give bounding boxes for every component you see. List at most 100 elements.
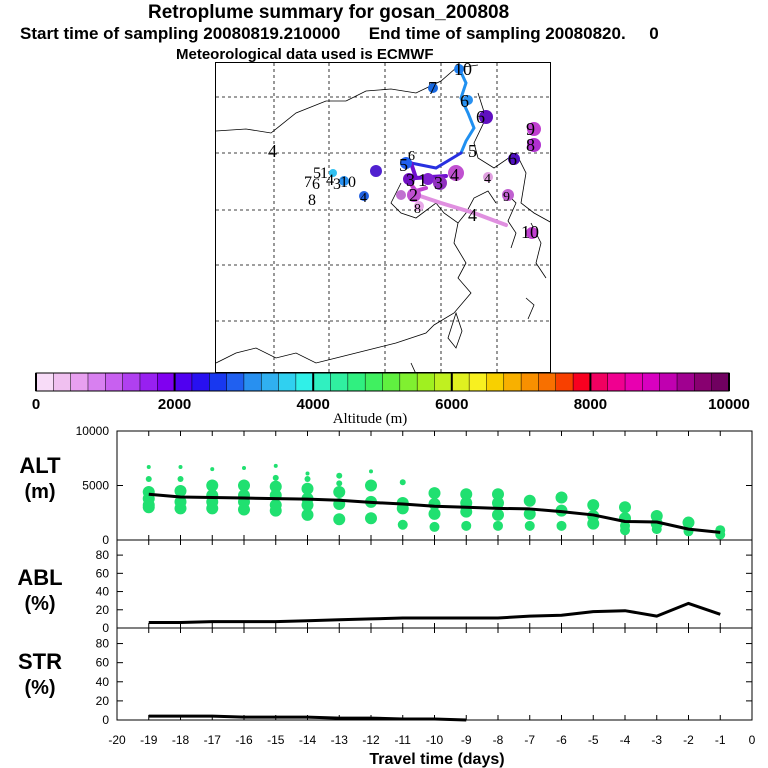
scatter-point	[301, 508, 314, 521]
start-time: Start time of sampling 20080819.210000	[20, 24, 341, 43]
map-label: 10	[340, 174, 356, 191]
abl-series-line	[148, 601, 721, 625]
map-label: 3	[406, 170, 415, 190]
colorbar-swatch	[312, 372, 332, 392]
x-tick-label: -19	[140, 733, 158, 747]
map-label: 6	[508, 149, 517, 169]
map-label: 2	[409, 185, 418, 205]
y-tick-label: 40	[96, 585, 110, 599]
scatter-point	[492, 508, 504, 521]
panel-abl: 0 20 40 60 80 ABL (%)	[17, 539, 753, 635]
scatter-point	[493, 520, 503, 531]
map-marker	[428, 83, 438, 93]
trajectory-map: 10 7 6 6 5 9 8 6 4 5 6 3 1 2 3 4 8 4 4 9…	[215, 62, 551, 373]
scatter-point	[206, 502, 219, 515]
scatter-point	[210, 467, 215, 472]
colorbar-tick-label: 6000	[435, 396, 468, 413]
map-marker	[403, 173, 415, 185]
colorbar-swatch	[486, 372, 505, 392]
scatter-point	[174, 484, 187, 497]
colorbar-swatch	[694, 372, 713, 392]
map-label: 8	[414, 202, 421, 217]
x-tick-label: -8	[493, 733, 504, 747]
map-marker	[396, 190, 406, 200]
colorbar-swatch	[174, 372, 193, 392]
colorbar-swatch	[642, 372, 661, 392]
colorbar-swatch	[555, 372, 574, 392]
scatter-point	[492, 488, 504, 501]
scatter-point	[492, 496, 504, 509]
scatter-point	[269, 480, 282, 493]
colorbar-swatch	[53, 372, 72, 392]
scatter-point	[428, 507, 441, 520]
y-tick-label: 40	[96, 675, 110, 689]
colorbar-swatch	[416, 372, 436, 392]
y-tick-label: 80	[96, 637, 110, 651]
colorbar-swatch	[451, 372, 470, 392]
colorbar-tick-label: 2000	[158, 396, 191, 413]
colorbar-swatch	[260, 372, 280, 392]
colorbar-tick-label: 8000	[574, 396, 607, 413]
scatter-point	[238, 479, 250, 492]
map-label: 4	[484, 172, 491, 187]
y-tick-label: 80	[96, 548, 110, 562]
scatter-point	[301, 482, 314, 495]
panel-unit: (m)	[24, 481, 55, 503]
panel-label: STR	[18, 649, 62, 674]
x-tick-label: -5	[588, 733, 599, 747]
map-label: 3	[333, 176, 341, 193]
x-tick-label: -14	[299, 733, 317, 747]
scatter-point	[587, 517, 600, 530]
map-marker	[414, 201, 424, 211]
map-marker	[527, 122, 541, 136]
scatter-point	[333, 486, 346, 499]
colorbar-swatch	[330, 372, 349, 392]
scatter-point	[397, 519, 408, 530]
alt-series-line	[148, 492, 721, 534]
map-label: 9	[526, 119, 535, 139]
map-marker	[433, 176, 447, 190]
scatter-point	[369, 469, 373, 474]
scatter-point	[336, 472, 343, 479]
colorbar-swatch	[676, 372, 695, 392]
scatter-point	[365, 479, 377, 492]
chart-title: Retroplume summary for gosan_200808	[148, 2, 510, 23]
map-label: 3	[434, 173, 443, 193]
scatter-point	[273, 463, 278, 468]
y-tick-label: 20	[96, 694, 110, 708]
map-label: 4	[360, 191, 367, 206]
colorbar-swatch	[659, 372, 678, 392]
scatter-point	[238, 503, 250, 516]
map-grid	[216, 63, 550, 372]
scatter-point	[336, 480, 343, 487]
colorbar-swatch	[191, 372, 210, 392]
met-data-note: Meteorological data used is ECMWF	[176, 46, 434, 63]
x-tick-label: -20	[108, 733, 126, 747]
map-labels: 10 7 6 6 5 9 8 6 4 5 6 3 1 2 3 4 8 4 4 9…	[268, 63, 539, 242]
colorbar-swatch	[278, 372, 297, 392]
map-label: 5	[468, 141, 477, 161]
colorbar-swatch	[468, 372, 487, 392]
scatter-point	[305, 471, 310, 476]
colorbar-swatch	[364, 372, 384, 392]
x-tick-label: -15	[267, 733, 285, 747]
colorbar-swatch	[35, 372, 54, 392]
x-tick-label: -7	[524, 733, 535, 747]
scatter-point	[428, 487, 441, 500]
map-marker	[463, 95, 473, 105]
map-label: 6	[476, 107, 485, 127]
panel-label: ALT	[19, 453, 61, 478]
x-tick-label: -18	[172, 733, 190, 747]
x-tick-label: -6	[556, 733, 567, 747]
panel-alt: 0 5000 10000 ALT (m)	[19, 424, 753, 547]
panel-unit: (%)	[24, 593, 55, 615]
map-label: 1	[418, 170, 427, 190]
panel-label: ABL	[17, 565, 62, 590]
scatter-point	[556, 520, 567, 531]
colorbar-swatch	[711, 372, 730, 392]
map-marker	[400, 157, 412, 169]
y-tick-label: 10000	[76, 424, 110, 438]
scatter-point	[682, 516, 695, 529]
